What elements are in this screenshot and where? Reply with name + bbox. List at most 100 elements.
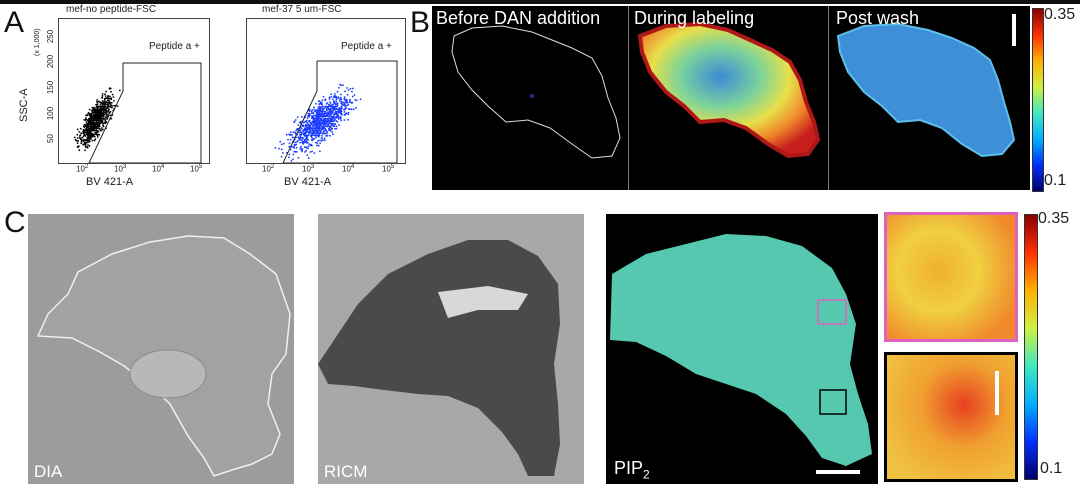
flow-dot <box>100 108 103 111</box>
flow-dot <box>297 156 300 159</box>
flow-dot <box>326 102 329 104</box>
flow-dot <box>98 128 101 130</box>
flow-plot-2: Peptide a + <box>246 18 406 164</box>
flow-dot <box>83 130 86 133</box>
flow-dot <box>335 113 338 115</box>
cell-during <box>637 21 821 159</box>
dia-image: DIA <box>28 214 294 484</box>
flow-dot <box>104 105 107 108</box>
flow-dot <box>347 111 350 114</box>
flow-dot <box>331 131 334 133</box>
flow-dot <box>322 132 324 134</box>
flow-dot <box>326 134 329 137</box>
flow-dot <box>315 132 318 135</box>
flow-dot <box>354 99 357 101</box>
flow-dot <box>86 134 89 137</box>
flow-dot <box>288 145 291 148</box>
frame-divider-2 <box>828 6 829 190</box>
flow-dot <box>101 97 104 99</box>
flow-dot <box>333 106 336 109</box>
flow-dot <box>285 133 288 136</box>
flow-dot <box>292 153 295 156</box>
flow-dot <box>92 115 95 118</box>
flow-dot <box>333 95 336 97</box>
flow-dot <box>327 118 330 121</box>
flow-dot <box>105 109 107 112</box>
flow-dot <box>96 101 99 103</box>
flow-dot <box>90 138 92 140</box>
flow-dot <box>321 135 323 137</box>
flow-dot <box>322 113 325 116</box>
flow-dot <box>306 154 309 157</box>
flow-dot <box>82 140 85 143</box>
flow-dot <box>316 115 319 118</box>
flow-dot <box>297 131 300 134</box>
flow-dot <box>296 128 298 130</box>
flow-plot-1-title: mef-no peptide-FSC <box>66 4 157 15</box>
flow-dot <box>96 131 98 133</box>
flow-dot <box>312 138 315 140</box>
flow-dot <box>87 132 90 135</box>
flow-dot <box>331 106 334 108</box>
label-post-wash: Post wash <box>836 8 920 28</box>
label-during-labeling: During labeling <box>634 8 755 28</box>
flow-dot <box>90 119 92 122</box>
flow-dot <box>106 118 108 120</box>
flow-dot <box>278 147 280 150</box>
flow-dot <box>315 102 317 105</box>
flow-dot <box>304 120 307 123</box>
flow-dot <box>331 104 333 106</box>
flow-dot <box>331 98 334 101</box>
flow-dot <box>353 94 356 96</box>
flow-dot <box>355 99 358 102</box>
label-pip2: PIP2 <box>614 458 650 482</box>
flow-dot <box>90 135 92 138</box>
flow-dot <box>82 131 84 133</box>
flow-dot <box>96 105 98 108</box>
flow-dot <box>110 101 113 104</box>
flow-dot <box>99 119 101 122</box>
flow-dot <box>311 144 313 147</box>
flow-dot <box>293 147 296 149</box>
flow-dot <box>291 134 294 136</box>
flow-dot <box>294 119 297 121</box>
flow-dot <box>118 89 121 92</box>
flow-dot <box>288 153 291 156</box>
panel-letter-c: C <box>4 206 26 239</box>
flow-dot <box>343 97 346 100</box>
flow-dot <box>97 111 99 114</box>
flow-dot <box>104 116 107 118</box>
flow-dot <box>103 118 106 120</box>
flow-dot <box>99 103 102 106</box>
flow-dot <box>289 148 292 151</box>
flow-dot <box>78 149 81 152</box>
flow-plot-1-xtick-4: 105 <box>190 164 203 174</box>
flow-dot <box>292 136 294 139</box>
flow-dot <box>289 131 292 133</box>
flow-dot <box>327 111 329 113</box>
flow-dot <box>347 89 350 91</box>
during-labeling-image <box>637 21 821 159</box>
flow-dot <box>352 87 354 90</box>
flow-dot <box>306 121 308 124</box>
flow-dot <box>308 110 311 113</box>
flow-plot-1-xtick-3: 104 <box>152 164 165 174</box>
flow-dot <box>292 158 294 161</box>
flow-dot <box>293 143 296 146</box>
flow-dot <box>104 97 106 100</box>
flow-dot <box>107 104 110 106</box>
flow-dot <box>280 143 283 146</box>
flow-dot <box>343 111 346 113</box>
flow-dot <box>291 145 293 148</box>
flow-plot-1-xtick-2: 103 <box>114 164 127 174</box>
colorbar-c <box>1024 214 1038 480</box>
flow-dot <box>314 141 317 144</box>
flow-dot <box>322 108 324 111</box>
flow-dot <box>106 101 109 104</box>
flow-dot <box>96 115 98 118</box>
flow-dot <box>330 128 333 131</box>
pip2-roi-top <box>817 299 847 325</box>
flow-dot <box>334 123 337 126</box>
flow-dot <box>319 139 321 142</box>
flow-dot <box>309 151 312 153</box>
